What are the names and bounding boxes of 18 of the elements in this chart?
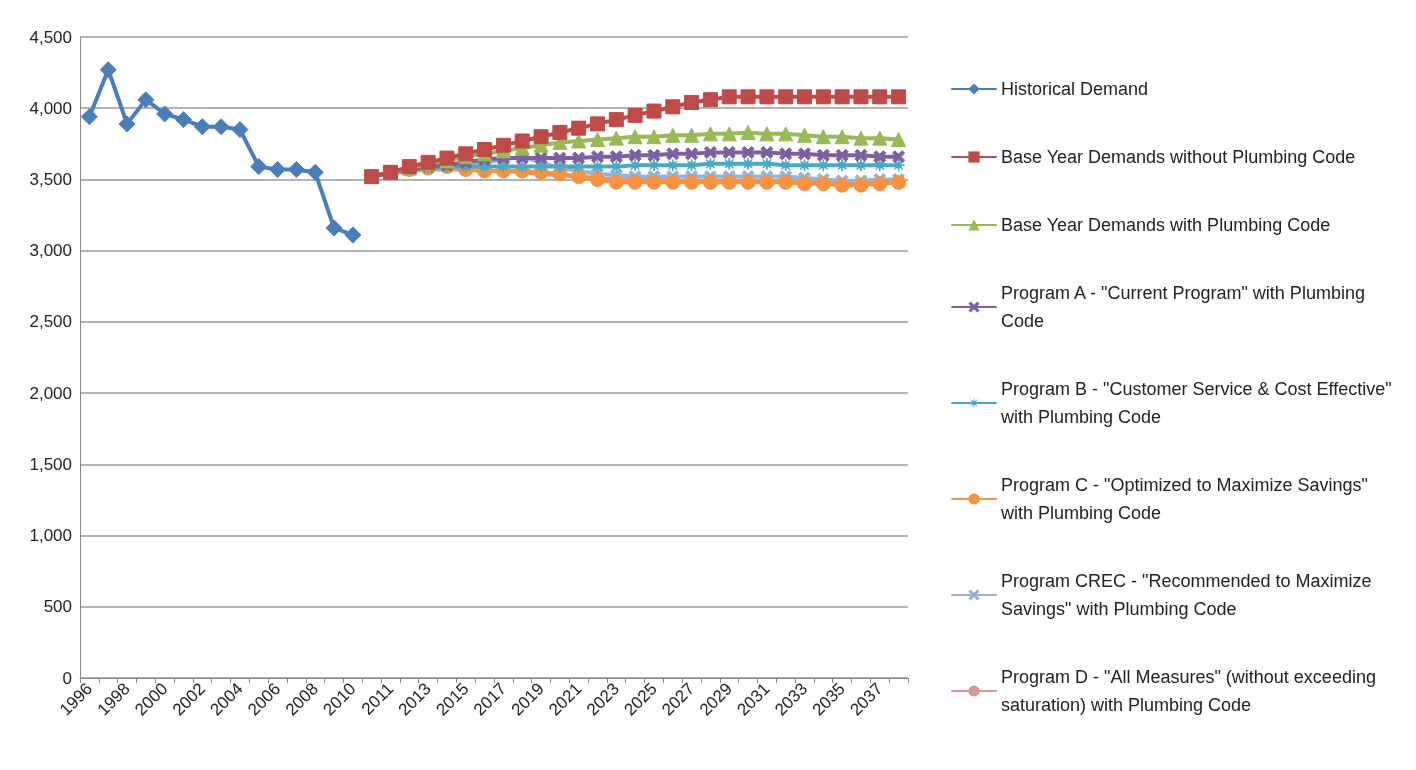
y-tick-label: 1,500 <box>29 454 72 474</box>
legend-label: Historical Demand <box>1001 79 1149 99</box>
y-tick-label: 3,000 <box>29 241 72 261</box>
y-tick-label: 4,000 <box>29 98 72 118</box>
legend-label: Program D - "All Measures" (without exceeding saturation) with Plumbing Code <box>1001 667 1381 715</box>
legend-label: Program CREC - "Recommended to Maximize Savings" with Plumbing Code <box>1001 571 1377 619</box>
legend-label: Base Year Demands without Plumbing Code <box>1001 147 1356 167</box>
legend-label: Program A - "Current Program" with Plumbing Code <box>1001 283 1370 331</box>
y-tick-label: 4,500 <box>29 27 72 47</box>
legend-label: Program B - "Customer Service & Cost Effective" with Plumbing Code <box>1000 379 1397 427</box>
y-tick-label: 2,000 <box>29 383 72 403</box>
legend-label: Program C - "Optimized to Maximize Savings" with Plumbing Code <box>1000 475 1373 523</box>
y-tick-label: 1,000 <box>29 526 72 546</box>
y-tick-label: 0 <box>62 668 72 688</box>
legend-label: Base Year Demands with Plumbing Code <box>1001 215 1331 235</box>
y-tick-label: 500 <box>43 597 72 617</box>
y-tick-label: 3,500 <box>29 169 72 189</box>
y-tick-label: 2,500 <box>29 312 72 332</box>
